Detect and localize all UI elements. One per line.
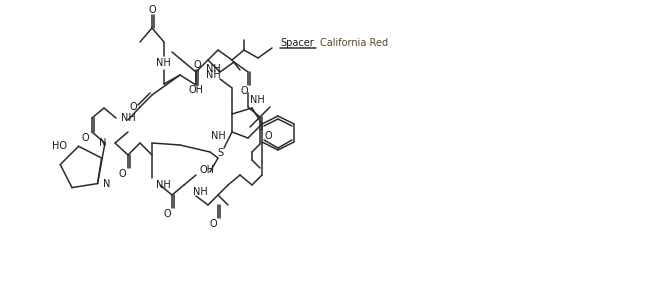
Text: NH: NH xyxy=(155,180,171,190)
Text: NH: NH xyxy=(121,113,135,123)
Text: O: O xyxy=(209,219,217,229)
Text: N: N xyxy=(99,138,107,148)
Text: S: S xyxy=(217,148,223,158)
Text: NH: NH xyxy=(205,64,220,74)
Text: NH: NH xyxy=(205,70,220,80)
Text: California Red: California Red xyxy=(320,38,388,48)
Text: O: O xyxy=(240,86,248,96)
Text: OH: OH xyxy=(200,165,215,175)
Text: O: O xyxy=(163,209,171,219)
Text: NH: NH xyxy=(211,131,226,141)
Text: OH: OH xyxy=(188,85,203,95)
Text: O: O xyxy=(81,133,89,143)
Text: NH: NH xyxy=(193,187,207,197)
Text: NH: NH xyxy=(250,95,264,105)
Text: O: O xyxy=(129,102,137,112)
Text: O: O xyxy=(118,169,126,179)
Text: Spacer: Spacer xyxy=(280,38,314,48)
Text: HO: HO xyxy=(52,141,66,151)
Text: O: O xyxy=(193,60,201,70)
Text: NH: NH xyxy=(155,58,171,68)
Text: O: O xyxy=(264,131,272,141)
Text: O: O xyxy=(148,5,156,15)
Text: N: N xyxy=(102,179,110,189)
